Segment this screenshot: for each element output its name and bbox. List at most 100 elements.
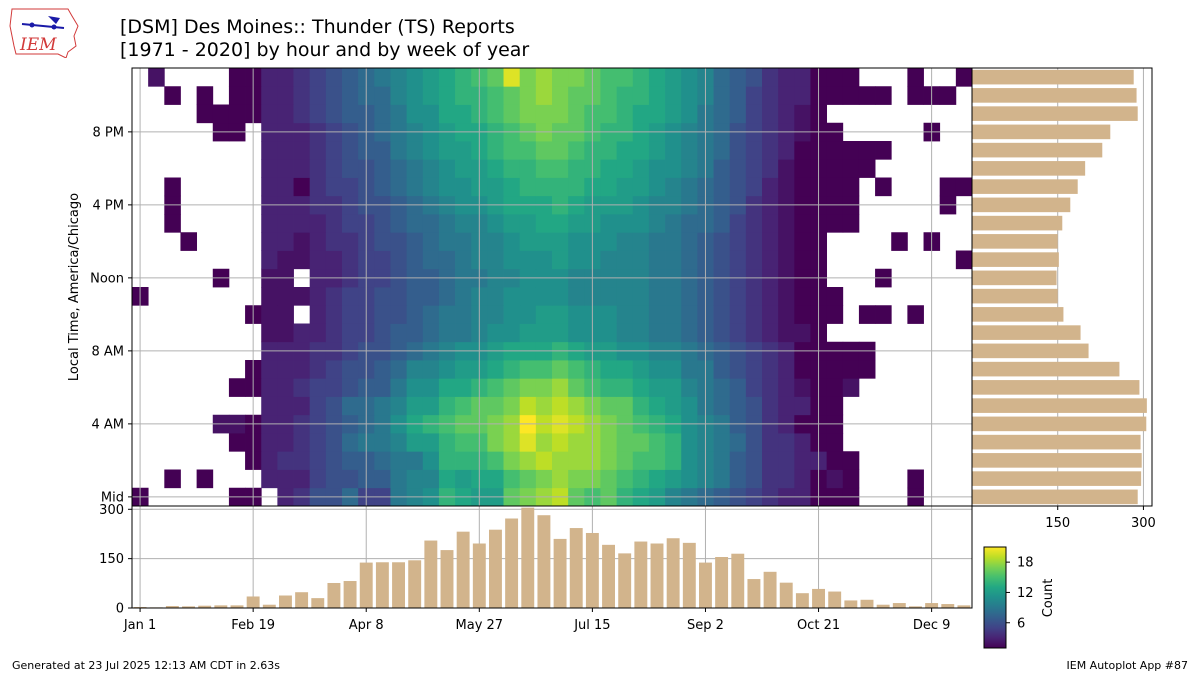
- heatmap-cell: [729, 104, 747, 124]
- heatmap-cell: [713, 68, 731, 87]
- heatmap-cell: [600, 433, 618, 452]
- heatmap-cell: [552, 159, 569, 178]
- heatmap-cell: [794, 214, 811, 233]
- heatmap-cell: [455, 378, 472, 397]
- heatmap-cell: [438, 104, 456, 124]
- heatmap-cell: [503, 323, 521, 343]
- x-tick-label: Apr 8: [349, 618, 384, 633]
- heatmap-cell: [842, 451, 860, 470]
- heatmap-cell: [616, 214, 634, 233]
- heatmap-cell: [164, 469, 181, 489]
- heatmap-cell: [342, 159, 359, 178]
- hourly-bar: [972, 416, 1147, 432]
- heatmap-cell: [374, 177, 391, 197]
- heatmap-cell: [535, 159, 553, 178]
- heatmap-cell: [600, 214, 618, 233]
- heatmap-cell: [955, 177, 973, 197]
- heatmap-cell: [390, 68, 408, 87]
- heatmap-cell: [455, 360, 472, 379]
- heatmap-cell: [325, 451, 343, 470]
- heatmap-cell: [374, 451, 391, 470]
- heatmap-cell: [535, 177, 553, 197]
- heatmap-cell: [665, 360, 682, 379]
- heatmap-cell: [293, 232, 311, 251]
- hourly-bar: [972, 380, 1140, 395]
- heatmap-cell: [632, 141, 650, 160]
- heatmap-cell: [277, 250, 294, 270]
- heatmap-cell: [632, 469, 650, 489]
- hourly-bar-x-tick-label: 150: [1045, 516, 1070, 531]
- heatmap-cell: [487, 214, 504, 233]
- weekly-bar: [812, 588, 825, 608]
- heatmap-cell: [826, 214, 844, 233]
- logo-antenna: [48, 16, 60, 24]
- heatmap-cell: [713, 323, 731, 343]
- heatmap-cell: [374, 287, 391, 306]
- hourly-bar-x-tick-label: 300: [1131, 516, 1156, 531]
- heatmap-cell: [745, 177, 763, 197]
- heatmap-cell: [309, 86, 327, 105]
- heatmap-cell: [568, 104, 585, 124]
- weekly-bar: [198, 605, 212, 608]
- heatmap-cell: [552, 68, 569, 87]
- heatmap-cell: [858, 360, 876, 379]
- heatmap-cell: [552, 141, 569, 160]
- heatmap-cell: [535, 141, 553, 160]
- heatmap-cell: [519, 177, 537, 197]
- heatmap-cell: [390, 323, 408, 343]
- heatmap-cell: [729, 141, 747, 160]
- heatmap-cell: [762, 323, 779, 343]
- heatmap-cell: [293, 451, 311, 470]
- heatmap-cell: [325, 104, 343, 124]
- heatmap-cell: [745, 323, 763, 343]
- heatmap-cell: [616, 451, 634, 470]
- heatmap-cell: [729, 214, 747, 233]
- hourly-bar: [972, 307, 1064, 322]
- x-tick-label: Feb 19: [231, 618, 275, 633]
- heatmap-cell: [293, 378, 311, 397]
- heatmap-cell: [745, 250, 763, 270]
- heatmap-cell: [568, 177, 585, 197]
- heatmap-cell: [438, 287, 456, 306]
- heatmap-cell: [681, 305, 698, 324]
- heatmap-cell: [390, 159, 408, 178]
- heatmap-cell: [309, 305, 327, 324]
- heatmap-cell: [778, 250, 795, 270]
- hourly-bar: [972, 398, 1147, 413]
- heatmap-cell: [487, 378, 504, 397]
- hourly-bar: [972, 215, 1063, 231]
- heatmap-cell: [309, 396, 327, 416]
- heatmap-cell: [681, 104, 698, 124]
- hourly-bar: [972, 124, 1111, 140]
- heatmap-cell: [325, 323, 343, 343]
- y-tick-label: 8 AM: [91, 344, 124, 359]
- x-tick-label: May 27: [456, 618, 504, 633]
- heatmap-cell: [762, 104, 779, 124]
- heatmap-cell: [762, 396, 779, 416]
- heatmap-cell: [665, 433, 682, 452]
- weekly-bar: [795, 593, 809, 608]
- weekly-bar: [262, 604, 276, 608]
- heatmap-cell: [325, 86, 343, 105]
- heatmap-cell: [342, 451, 359, 470]
- heatmap-cell: [309, 433, 327, 452]
- heatmap-cell: [406, 104, 424, 124]
- heatmap-cell: [519, 104, 537, 124]
- heatmap-cell: [616, 177, 634, 197]
- weekly-bar: [650, 543, 664, 608]
- heatmap-cell: [713, 86, 731, 105]
- heatmap-cell: [891, 232, 908, 251]
- heatmap-cell: [293, 396, 311, 416]
- heatmap-cell: [390, 86, 408, 105]
- heatmap-cell: [455, 68, 472, 87]
- heatmap-cell: [519, 451, 537, 470]
- heatmap-cell: [228, 68, 246, 87]
- heatmap-cell: [455, 305, 472, 324]
- heatmap-cell: [778, 396, 795, 416]
- heatmap-cell: [616, 68, 634, 87]
- heatmap-cell: [568, 469, 585, 489]
- heatmap-cell: [875, 141, 892, 160]
- heatmap-cell: [907, 469, 924, 489]
- heatmap-cell: [552, 378, 569, 397]
- heatmap-cell: [600, 232, 618, 251]
